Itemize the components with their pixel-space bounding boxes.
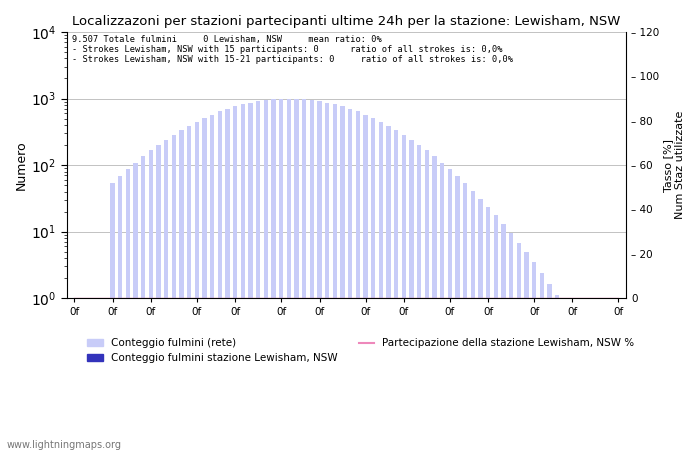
Bar <box>509 233 513 450</box>
Bar <box>317 101 321 450</box>
Partecipazione della stazione Lewisham, NSW % <box>415 296 424 301</box>
Bar <box>156 145 160 450</box>
Bar <box>586 298 590 450</box>
Bar <box>555 295 559 450</box>
Bar <box>332 104 337 450</box>
Bar <box>371 118 375 450</box>
Bar <box>187 126 191 450</box>
Bar <box>126 169 130 450</box>
Bar <box>325 103 329 450</box>
Bar <box>540 273 544 450</box>
Title: Localizzazoni per stazioni partecipanti ultime 24h per la stazione: Lewisham, NS: Localizzazoni per stazioni partecipanti … <box>72 15 620 28</box>
Bar <box>225 109 230 450</box>
Text: 9.507 Totale fulmini     0 Lewisham, NSW     mean ratio: 0%
- Strokes Lewisham, : 9.507 Totale fulmini 0 Lewisham, NSW mea… <box>72 35 513 64</box>
Bar <box>394 130 398 450</box>
Bar <box>356 112 360 450</box>
Legend: Conteggio fulmini (rete), Conteggio fulmini stazione Lewisham, NSW, Partecipazio: Conteggio fulmini (rete), Conteggio fulm… <box>83 334 639 368</box>
Bar <box>111 183 115 450</box>
Bar <box>134 162 138 450</box>
Bar <box>433 156 437 450</box>
Bar <box>164 140 168 450</box>
Bar <box>517 243 521 450</box>
Partecipazione della stazione Lewisham, NSW % <box>438 296 447 301</box>
Bar <box>103 298 107 450</box>
Partecipazione della stazione Lewisham, NSW % <box>70 296 78 301</box>
Partecipazione della stazione Lewisham, NSW % <box>377 296 385 301</box>
Bar <box>95 298 99 450</box>
Bar <box>80 298 84 450</box>
Bar <box>210 114 214 450</box>
Bar <box>118 176 122 450</box>
Bar <box>532 262 536 450</box>
Bar <box>279 99 284 450</box>
Bar <box>402 135 406 450</box>
Bar <box>456 176 460 450</box>
Bar <box>287 99 291 450</box>
Bar <box>88 298 92 450</box>
Partecipazione della stazione Lewisham, NSW % <box>147 296 155 301</box>
Bar <box>363 114 368 450</box>
Partecipazione della stazione Lewisham, NSW % <box>200 296 209 301</box>
Text: www.lightningmaps.org: www.lightningmaps.org <box>7 440 122 450</box>
Bar <box>410 140 414 450</box>
Bar <box>463 183 468 450</box>
Bar <box>272 99 276 450</box>
Bar <box>179 130 183 450</box>
Bar <box>494 215 498 450</box>
Bar <box>202 118 206 450</box>
Bar <box>302 99 307 450</box>
Bar <box>172 135 176 450</box>
Bar <box>616 298 621 450</box>
Bar <box>478 198 482 450</box>
Bar <box>309 100 314 450</box>
Bar <box>448 169 452 450</box>
Bar <box>379 122 383 450</box>
Bar <box>601 298 606 450</box>
Bar <box>72 298 76 450</box>
Bar <box>295 99 299 450</box>
Bar <box>340 106 344 450</box>
Bar <box>563 298 567 450</box>
Bar <box>348 109 352 450</box>
Bar <box>141 156 146 450</box>
Bar <box>440 162 444 450</box>
Bar <box>386 126 391 450</box>
Bar <box>218 112 222 450</box>
Bar <box>609 298 613 450</box>
Y-axis label: Tasso [%]
Num Staz utilizzate: Tasso [%] Num Staz utilizzate <box>664 111 685 219</box>
Partecipazione della stazione Lewisham, NSW % <box>615 296 623 301</box>
Bar <box>524 252 528 450</box>
Bar <box>248 103 253 450</box>
Y-axis label: Numero: Numero <box>15 140 28 190</box>
Bar <box>264 100 268 450</box>
Partecipazione della stazione Lewisham, NSW % <box>254 296 262 301</box>
Bar <box>233 106 237 450</box>
Bar <box>570 298 575 450</box>
Bar <box>578 298 582 450</box>
Bar <box>501 224 505 450</box>
Bar <box>425 150 429 450</box>
Bar <box>547 284 552 450</box>
Bar <box>256 101 260 450</box>
Bar <box>241 104 245 450</box>
Bar <box>417 145 421 450</box>
Bar <box>149 150 153 450</box>
Bar <box>486 207 490 450</box>
Bar <box>195 122 199 450</box>
Bar <box>594 298 598 450</box>
Bar <box>470 191 475 450</box>
